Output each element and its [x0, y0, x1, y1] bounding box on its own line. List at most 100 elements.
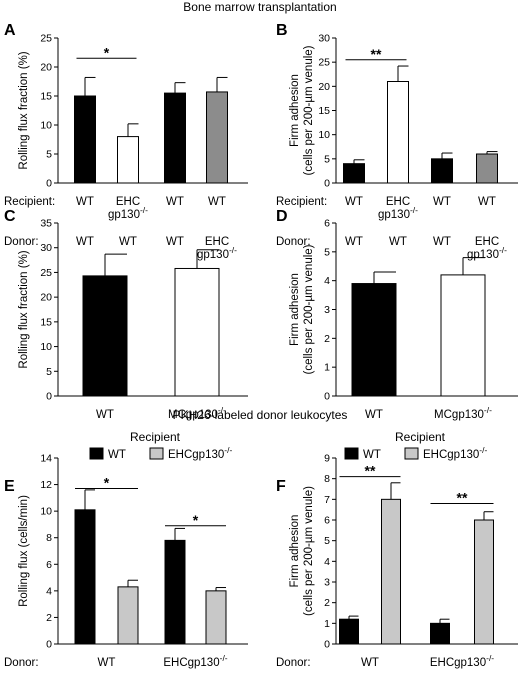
y-tick-label-c: 25	[40, 267, 52, 279]
bar-f-wt-2	[430, 622, 450, 645]
y-axis-title-f: Firm adhesion	[289, 515, 301, 588]
y-tick-label-e: 14	[40, 453, 52, 465]
row-label-donor-a: Donor:	[4, 236, 39, 248]
section-title-pkh26: PKH26-labeled donor leukocytes	[173, 408, 348, 422]
y-tick-label-f: 2	[324, 597, 330, 609]
significance-mark-f-2: **	[457, 489, 468, 505]
panel-label-d: D	[276, 208, 288, 225]
category-label-c-1: WT	[96, 409, 114, 421]
y-axis-title-c: Rolling flux fraction (%)	[18, 250, 30, 368]
y-axis-title-group-e: Rolling flux (cells/min)	[18, 495, 30, 607]
y-axis-title-d: Firm adhesion	[289, 273, 301, 346]
recipient-label-b-2: gp130-/-	[378, 205, 418, 221]
category-label-d-2: MCgp130-/-	[434, 405, 492, 421]
donor-label-a-3: WT	[166, 236, 184, 248]
panel-label-a: A	[4, 22, 16, 39]
recipient-label-a-4: WT	[208, 196, 226, 208]
y-axis-title-group-c: Rolling flux fraction (%)	[18, 250, 30, 368]
bar-e-ehcgp130-2	[205, 590, 227, 645]
donor-label-a-4: gp130-/-	[197, 245, 237, 261]
y-axis-title-group-f: Firm adhesion (cells per 200-µm venule)	[289, 486, 315, 616]
legend-label-f-ehcgp130: EHCgp130-/-	[423, 445, 487, 461]
legend-label-e-wt: WT	[108, 449, 126, 461]
donor-label-a-1: WT	[76, 236, 94, 248]
y-axis-title-e: Rolling flux (cells/min)	[18, 495, 30, 607]
y-tick-label-a: 15	[40, 91, 52, 103]
y-tick-label-b: 20	[318, 81, 330, 93]
legend-label-e-ehcgp130: EHCgp130-/-	[168, 445, 232, 461]
legend-swatch-e-ehcgp130	[149, 447, 164, 460]
y-tick-label-c: 30	[40, 242, 52, 254]
bar-a-1	[74, 95, 96, 184]
y-tick-label-e: 4	[46, 585, 52, 597]
bar-e-wt-1	[74, 509, 96, 645]
bar-a-4	[206, 91, 228, 184]
chart-panel-e: 0 2 4 6 8 10 12 14 Rolling flux (cells/min)E WT EH…	[4, 430, 248, 669]
y-tick-label-d: 4	[324, 275, 330, 287]
y-tick-label-a: 0	[46, 178, 52, 190]
bar-b-1	[343, 163, 365, 184]
category-label-d-1: WT	[365, 409, 383, 421]
y-tick-label-a: 5	[46, 149, 52, 161]
y-tick-label-f: 1	[324, 618, 330, 630]
legend-swatch-f-ehcgp130	[404, 447, 419, 460]
y-tick-label-a: 10	[40, 120, 52, 132]
significance-mark-e-1: *	[104, 475, 110, 491]
y-tick-label-f: 3	[324, 577, 330, 589]
legend-title-e: Recipient	[130, 430, 181, 444]
category-label-e-1: WT	[98, 657, 116, 669]
donor-label-b-3: WT	[433, 236, 451, 248]
chart-panel-d: 0 1 2 3 4 5 6 Firm adhesion (cells per 200-µm ve…	[276, 208, 518, 421]
y-axis-title-a: Rolling flux fraction (%)	[18, 51, 30, 169]
y-axis-title-b: Firm adhesion	[289, 74, 301, 147]
recipient-label-a-3: WT	[166, 196, 184, 208]
donor-label-a-4: EHC	[205, 236, 229, 248]
bar-d-1	[351, 283, 397, 397]
y-tick-label-e: 6	[46, 559, 52, 571]
row-label-donor-e: Donor:	[4, 657, 39, 669]
bar-f-wt-1	[339, 618, 359, 645]
bar-f-ehcgp130-2	[474, 519, 494, 645]
recipient-label-b-2: EHC	[386, 196, 410, 208]
y-tick-label-c: 10	[40, 341, 52, 353]
bar-b-3	[431, 158, 453, 184]
section-title-bone-marrow: Bone marrow transplantation	[183, 0, 336, 14]
bar-c-1	[82, 275, 128, 397]
recipient-label-a-1: WT	[76, 196, 94, 208]
y-tick-label-f: 7	[324, 494, 330, 506]
y-tick-label-a: 25	[40, 33, 52, 45]
row-label-recipient-a: Recipient:	[4, 196, 55, 208]
y-tick-label-c: 20	[40, 292, 52, 304]
bar-c-2	[174, 267, 220, 397]
y-tick-label-b: 15	[318, 105, 330, 117]
panel-label-b: B	[276, 22, 288, 39]
y-tick-label-f: 6	[324, 515, 330, 527]
y-axis-title-f: (cells per 200-µm venule)	[303, 486, 315, 616]
y-tick-label-f: 0	[324, 639, 330, 651]
legend-label-f-wt: WT	[363, 449, 381, 461]
y-tick-label-b: 25	[318, 57, 330, 69]
y-axis-title-group-b: Firm adhesion (cells per 200-µm venule)	[289, 45, 315, 175]
y-tick-label-d: 5	[324, 246, 330, 258]
significance-mark-a-1: *	[104, 44, 110, 60]
y-axis-title-b: (cells per 200-µm venule)	[303, 45, 315, 175]
row-label-donor-b: Donor:	[276, 236, 311, 248]
panel-label-f: F	[276, 478, 286, 495]
donor-label-a-2: WT	[119, 236, 137, 248]
recipient-label-b-1: WT	[345, 196, 363, 208]
donor-label-b-2: WT	[389, 236, 407, 248]
y-tick-label-b: 10	[318, 129, 330, 141]
legend-swatch-f-wt	[344, 447, 359, 460]
panel-label-c: C	[4, 208, 16, 225]
recipient-label-a-2: gp130-/-	[108, 205, 148, 221]
y-axis-title-group-d: Firm adhesion (cells per 200-µm venule)	[289, 244, 315, 374]
bar-e-wt-2	[164, 539, 186, 645]
bar-e-ehcgp130-1	[117, 586, 139, 645]
significance-mark-b-1: **	[371, 46, 382, 62]
recipient-label-b-4: WT	[478, 196, 496, 208]
bar-b-2	[387, 81, 409, 184]
y-tick-label-c: 5	[46, 366, 52, 378]
legend-swatch-e-wt	[89, 447, 104, 460]
